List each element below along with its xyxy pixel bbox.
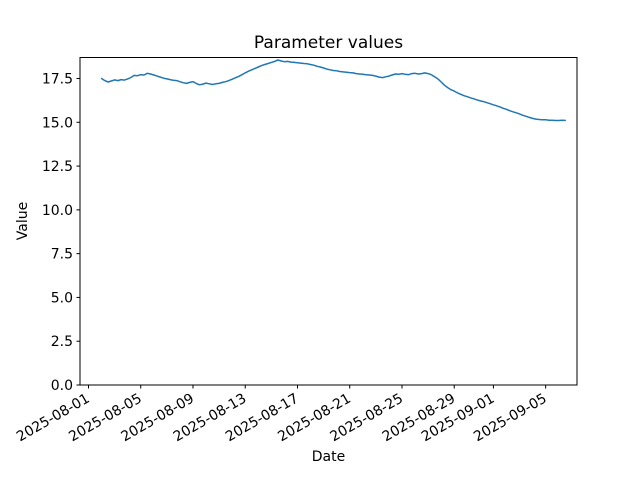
plot-area (79, 57, 578, 386)
series-line (100, 59, 566, 122)
y-tick-label: 7.5 (51, 247, 73, 263)
y-axis-label: Value (15, 202, 31, 240)
y-tick-label: 5.0 (51, 290, 73, 306)
y-tick-label: 12.5 (42, 159, 73, 175)
chart-title: Parameter values (254, 33, 403, 53)
x-axis-label: Date (312, 449, 345, 465)
y-axis-ticks: 0.0 2.5 5.0 7.5 10.0 12.5 15.0 17.5 (42, 72, 80, 394)
y-tick-label: 17.5 (42, 72, 73, 88)
x-axis-ticks: 2025-08-012025-08-052025-08-092025-08-13… (14, 385, 550, 445)
y-tick-label: 2.5 (51, 334, 73, 350)
y-tick-label: 0.0 (51, 378, 73, 394)
y-tick-label: 10.0 (42, 203, 73, 219)
y-tick-label: 15.0 (42, 115, 73, 131)
